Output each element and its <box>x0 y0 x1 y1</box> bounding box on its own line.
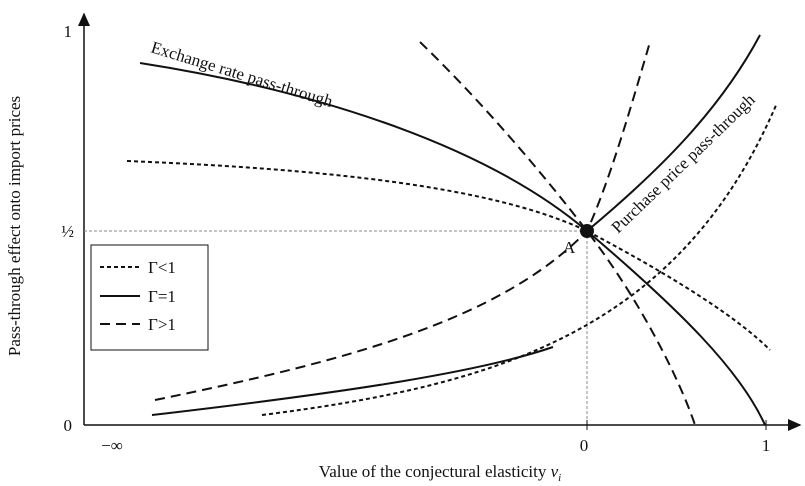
y-title: Pass-through effect onto import prices <box>5 96 24 356</box>
x-tick-label: 0 <box>580 436 589 455</box>
x-tick-label: 1 <box>762 436 771 455</box>
x-title: Value of the conjectural elasticity νi <box>319 462 561 484</box>
point <box>580 224 594 238</box>
x-title-text: Value of the conjectural elasticity <box>319 462 547 481</box>
legend-label: Γ=1 <box>148 287 176 306</box>
x-title-symbol: ν <box>551 462 559 481</box>
legend-box <box>90 244 209 351</box>
x-title-subscript: i <box>558 472 561 484</box>
curve-dotted <box>126 160 771 351</box>
y-tick-label: 1 <box>64 22 73 41</box>
curve-solid <box>151 34 761 416</box>
legend-label: Γ>1 <box>148 315 176 334</box>
curve-dashed <box>419 41 696 426</box>
point-label: A <box>563 238 576 257</box>
curve-dashed <box>154 41 651 401</box>
y-tick-label: ½ <box>61 222 74 241</box>
curve-solid <box>139 62 766 426</box>
legend-label: Γ<1 <box>148 258 176 277</box>
curve-label: Exchange rate pass-through <box>149 38 336 112</box>
x-tick-label: −∞ <box>101 436 123 455</box>
curve-dotted <box>261 102 778 416</box>
y-tick-label: 0 <box>64 416 73 435</box>
